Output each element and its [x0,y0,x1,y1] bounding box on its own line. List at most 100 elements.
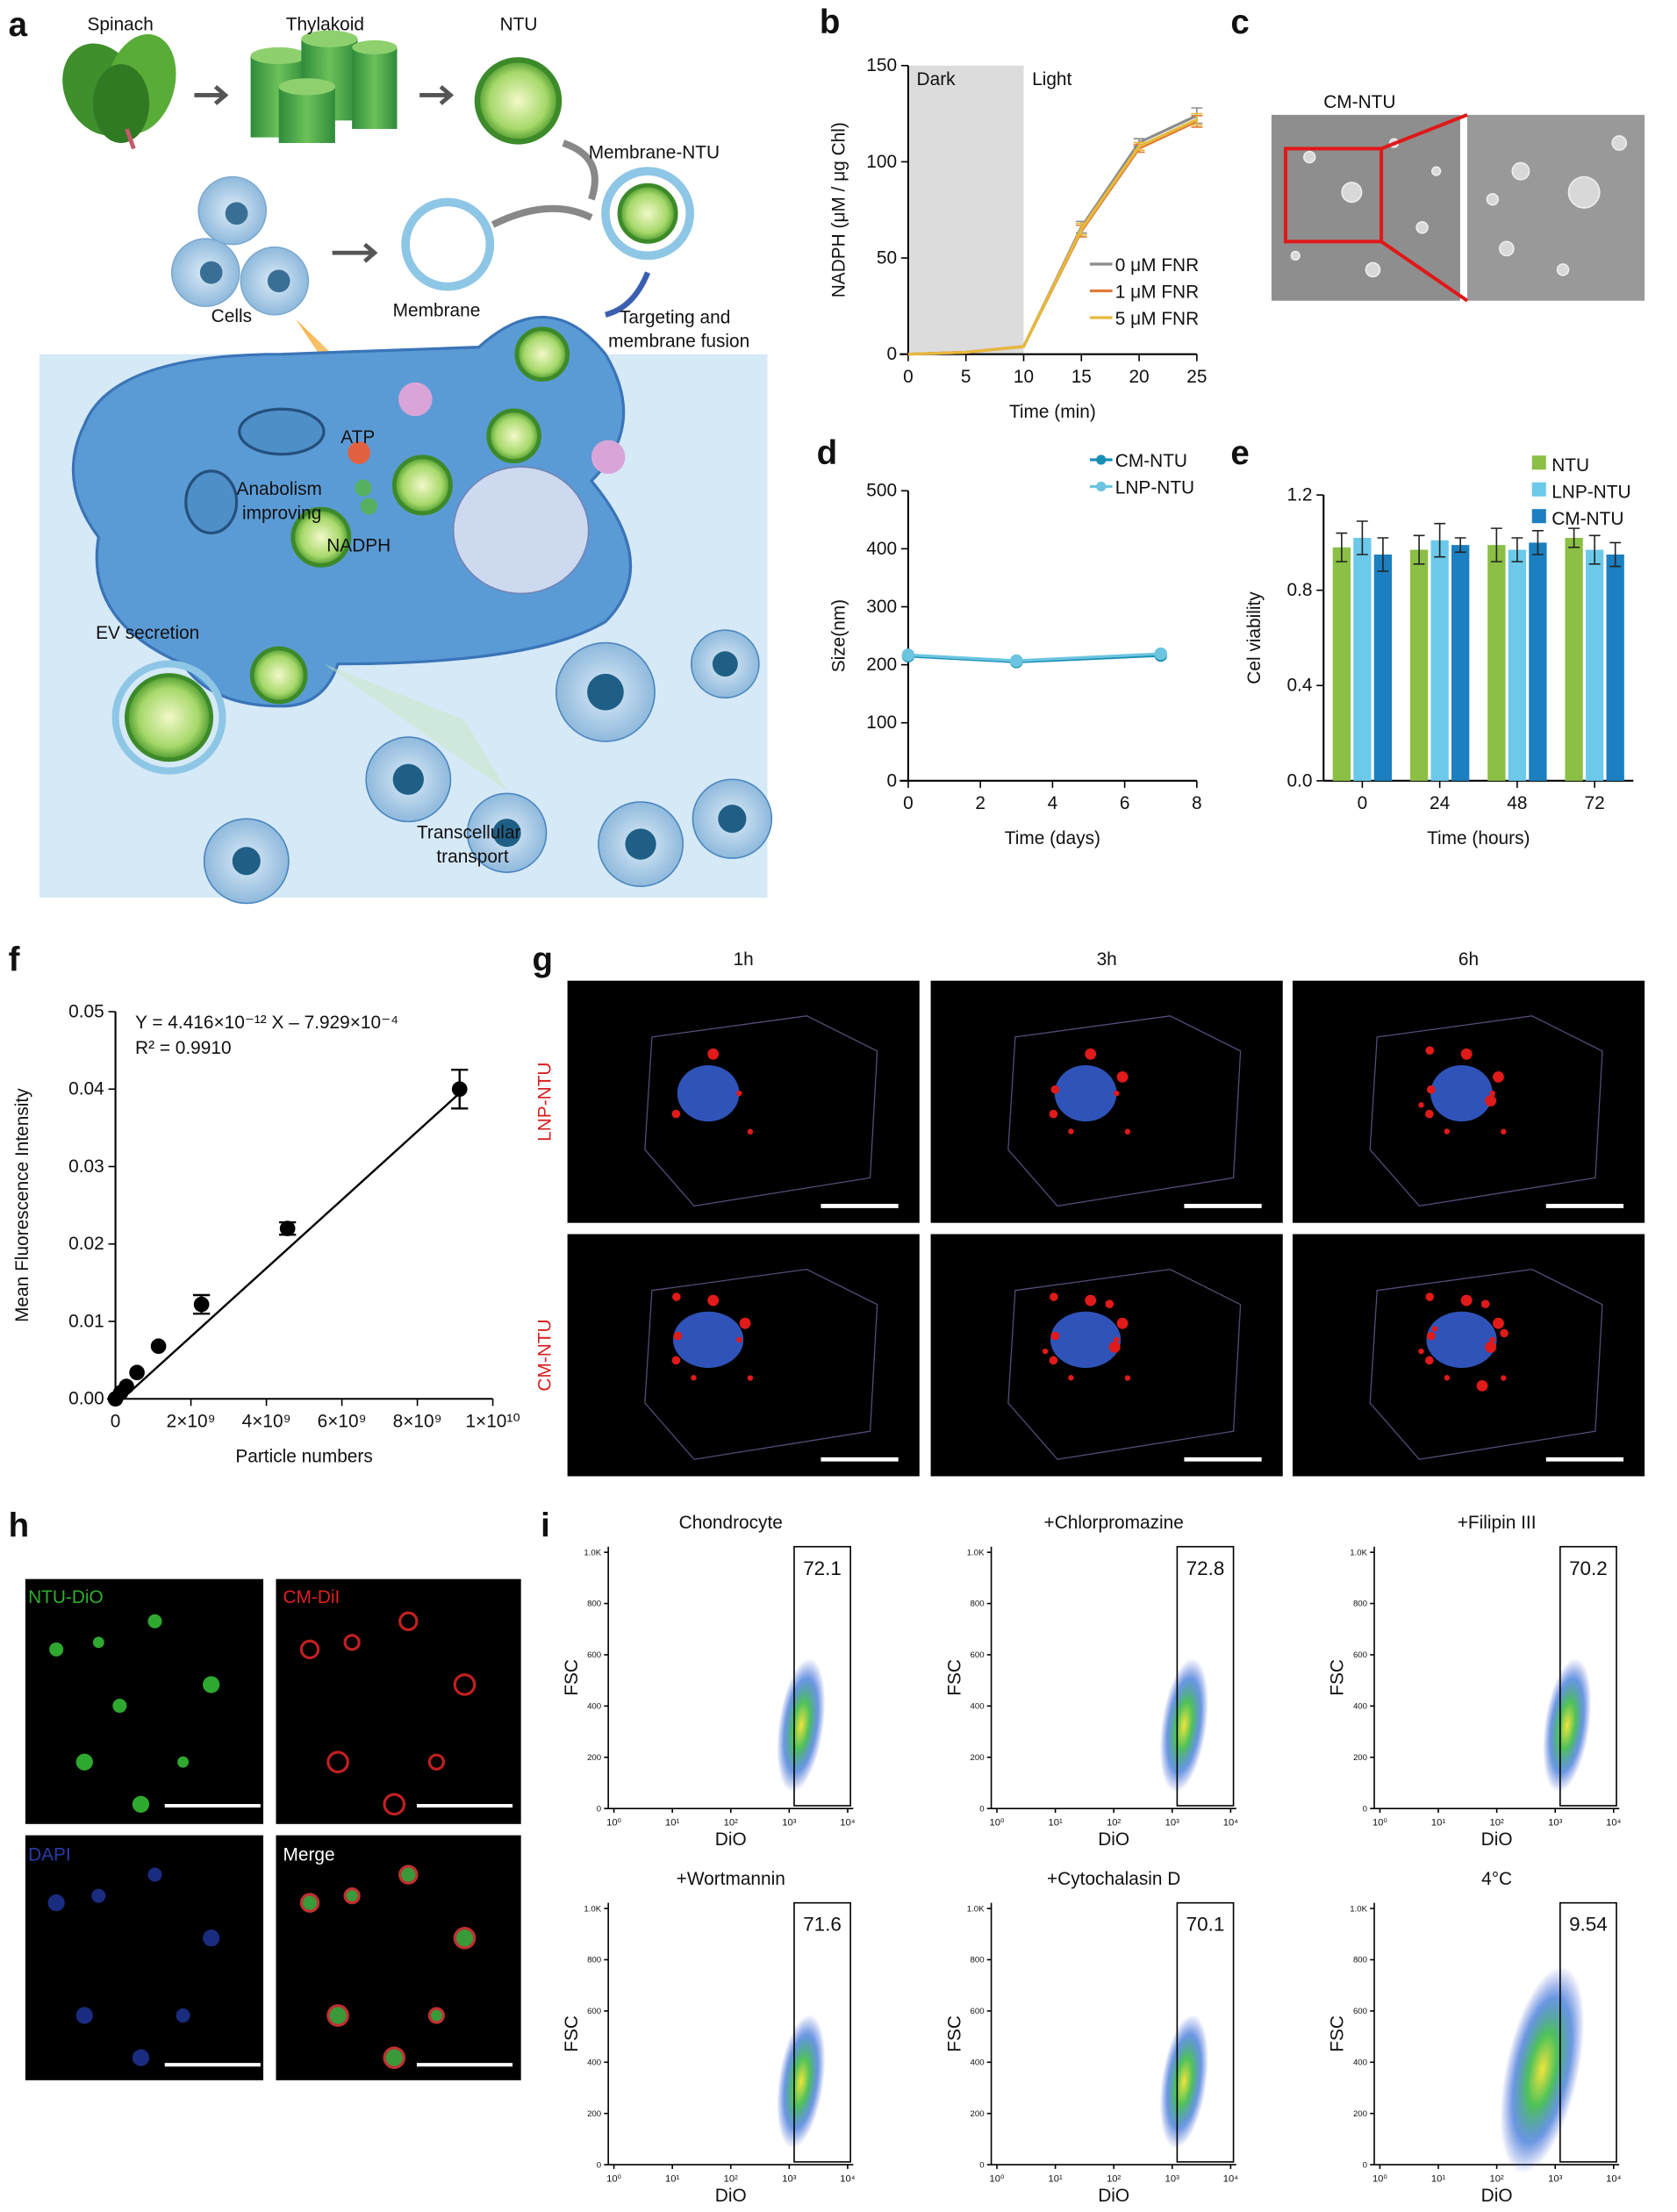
x-tick-label: 10⁴ [840,2173,855,2184]
gate [1176,1545,1235,1807]
y-tick-label: 1.0K [1350,1548,1367,1557]
y-tick-label: 0.0 [1286,770,1312,791]
y-tick-label: 0 [979,2160,984,2170]
line [907,118,1198,356]
legend-swatch [1531,482,1546,497]
label: transport [436,847,508,867]
x-tick-label: 10² [1107,2173,1121,2184]
x-axis-title: DiO [1098,1829,1129,1850]
gate [1559,1545,1617,1807]
error-bar [1434,522,1446,558]
channel-label: DAPI [28,1845,71,1865]
x-tick-label: 5 [961,367,971,387]
y-tick-label: 50 [877,247,897,268]
nucleus [672,1311,744,1368]
y-tick-label: 400 [1353,1702,1367,1712]
point [118,1378,134,1394]
signal [1485,1095,1497,1106]
label: Anabolism [237,479,322,499]
error-bar [1609,541,1622,568]
x-tick-label: 10⁴ [1223,1817,1238,1828]
error-bar [1454,537,1466,554]
signal [1425,1292,1435,1301]
signal [1500,1328,1509,1338]
error-bar [1377,537,1389,572]
event-cloud [1159,2015,1208,2149]
shaded-region [907,65,1024,354]
point [150,1338,167,1355]
bar [1606,554,1624,781]
x-axis-title: DiO [1098,2186,1129,2206]
bar [1585,549,1604,781]
x-tick-label: 8×10⁹ [393,1411,442,1431]
x-tick-label: 24 [1430,793,1450,813]
signal [1068,1375,1074,1381]
y-axis-title: Size(nm) [829,599,849,672]
x-tick-label: 4×10⁹ [242,1411,291,1431]
x-axis-title: Time (days) [1005,828,1100,848]
x-tick-label: 10³ [1165,1817,1179,1828]
signal [1124,1375,1131,1381]
bar [1332,547,1351,781]
y-tick-label: 600 [587,1650,601,1660]
signal [1050,1085,1060,1094]
y-tick-label: 600 [1353,1650,1367,1660]
point [901,648,915,662]
signal [1116,1317,1129,1329]
x-tick-label: 10¹ [1431,2173,1445,2184]
region-label: Light [1032,69,1071,89]
y-tick-label: 0.04 [68,1079,104,1099]
signal [1444,1128,1451,1135]
panel-letter: i [541,1507,550,1544]
x-tick-label: 4 [1048,793,1058,813]
row-label: CM-NTU [534,1319,555,1391]
y-tick-label: 1.0K [1350,1904,1367,1914]
label: Spinach [87,15,153,35]
x-tick-label: 0 [903,793,914,813]
legend-label: CM-NTU [1552,509,1623,529]
panel-letter: f [9,941,20,978]
y-tick-label: 500 [866,481,897,501]
y-tick-label: 0 [597,2160,601,2170]
point [193,1296,210,1313]
legend-label: NTU [1552,455,1589,476]
channel-label: CM-DiI [283,1587,340,1607]
point [279,1221,296,1236]
x-tick-label: 2 [975,793,985,813]
y-tick-label: 0 [886,770,897,791]
x-tick-label: 10⁰ [606,2173,621,2184]
label: CM-NTU [1323,92,1395,112]
y-tick-label: 1.0K [584,1548,601,1557]
y-tick-label: 0 [597,1804,601,1814]
event-cloud [1543,1658,1592,1793]
y-tick-label: 400 [971,1702,985,1712]
x-tick-label: 10² [1490,1817,1504,1828]
signal [671,1109,681,1119]
plot-title: +Cytochalasin D [1047,1869,1180,1889]
x-tick-label: 10² [724,2173,738,2184]
label: Membrane-NTU [589,143,720,163]
y-tick-label: 200 [1353,1753,1367,1763]
x-tick-label: 10 [1014,367,1034,387]
gate [1559,1901,1617,2163]
x-axis-title: DiO [715,2186,747,2206]
y-tick-label: 1.0K [967,1904,985,1914]
x-tick-label: 10³ [1548,2173,1562,2184]
signal [1124,1128,1131,1135]
panel-letter: a [9,6,28,44]
x-tick-label: 10⁴ [1223,2173,1238,2184]
y-axis-title: FSC [1328,1659,1348,1696]
signal [1480,1299,1490,1308]
y-tick-label: 200 [866,655,897,675]
signal [1425,1046,1435,1056]
y-tick-label: 200 [1353,2109,1367,2119]
y-axis-title: Cel viability [1244,591,1265,684]
legend-swatch [1531,455,1546,470]
bar [1451,545,1470,781]
x-tick-label: 6×10⁹ [318,1411,367,1431]
label: NTU [500,15,538,35]
y-tick-label: 800 [971,1956,985,1965]
signal [736,1336,742,1343]
y-tick-label: 200 [587,1753,601,1763]
y-tick-label: 400 [1353,2058,1367,2068]
